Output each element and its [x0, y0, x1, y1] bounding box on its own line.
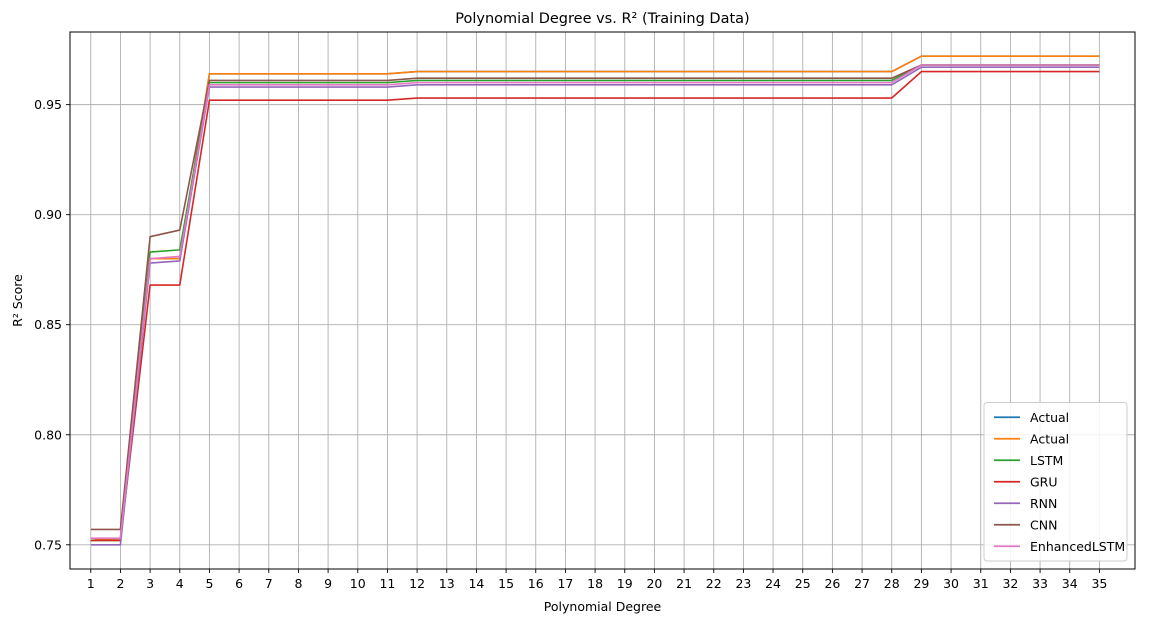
- x-tick-label: 35: [1091, 576, 1107, 591]
- x-tick-label: 4: [176, 576, 184, 591]
- x-tick-label: 1: [87, 576, 95, 591]
- y-tick-label: 0.90: [34, 207, 62, 222]
- axis-ticks: 1 2 3 4 5 6 7 8 9 10 11 12 13 14 15 16 17 18 19 20 21 22 23 24 2…: [34, 97, 1107, 591]
- x-tick-label: 9: [324, 576, 332, 591]
- legend-label: RNN: [1030, 496, 1057, 511]
- x-tick-label: 33: [1032, 576, 1048, 591]
- x-tick-label: 17: [557, 576, 573, 591]
- legend-label: Actual: [1030, 431, 1069, 446]
- x-tick-label: 20: [646, 576, 662, 591]
- x-tick-label: 24: [765, 576, 781, 591]
- y-tick-label: 0.95: [34, 97, 62, 112]
- x-tick-label: 30: [943, 576, 959, 591]
- x-tick-label: 26: [824, 576, 840, 591]
- legend-label: LSTM: [1030, 453, 1063, 468]
- y-tick-label: 0.80: [34, 427, 62, 442]
- x-tick-label: 28: [884, 576, 900, 591]
- x-tick-label: 25: [795, 576, 811, 591]
- x-tick-label: 22: [706, 576, 722, 591]
- legend-label: CNN: [1030, 517, 1057, 532]
- chart-title: Polynomial Degree vs. R² (Training Data): [455, 11, 749, 27]
- y-tick-label: 0.75: [34, 537, 62, 552]
- legend-box: [983, 402, 1128, 562]
- legend: Actual Actual LSTM GRU RNN CNN EnhancedLSTM: [983, 402, 1128, 562]
- x-tick-label: 23: [735, 576, 751, 591]
- x-tick-label: 7: [265, 576, 273, 591]
- x-tick-label: 32: [1002, 576, 1018, 591]
- x-tick-label: 14: [468, 576, 484, 591]
- x-tick-label: 15: [498, 576, 514, 591]
- x-tick-label: 19: [617, 576, 633, 591]
- x-tick-label: 10: [350, 576, 366, 591]
- x-tick-label: 16: [528, 576, 544, 591]
- y-tick-label: 0.85: [34, 317, 62, 332]
- x-tick-label: 6: [235, 576, 243, 591]
- x-tick-label: 11: [379, 576, 395, 591]
- legend-label: Actual: [1030, 410, 1069, 425]
- x-tick-label: 13: [439, 576, 455, 591]
- series-lines: [90, 55, 1100, 546]
- legend-label: GRU: [1030, 474, 1058, 489]
- series-line-7: [90, 64, 1100, 539]
- x-tick-label: 31: [973, 576, 989, 591]
- x-tick-label: 27: [854, 576, 870, 591]
- y-axis-label: R² Score: [10, 274, 25, 327]
- x-tick-label: 3: [146, 576, 154, 591]
- x-tick-label: 12: [409, 576, 425, 591]
- x-tick-label: 8: [294, 576, 302, 591]
- x-tick-label: 18: [587, 576, 603, 591]
- x-tick-label: 34: [1062, 576, 1078, 591]
- x-tick-label: 2: [116, 576, 124, 591]
- x-tick-label: 21: [676, 576, 692, 591]
- series-line-2: [90, 55, 1100, 542]
- plot-area-frame: [69, 31, 1136, 570]
- legend-label: EnhancedLSTM: [1030, 539, 1125, 554]
- series-line-5: [90, 66, 1100, 546]
- series-line-4: [90, 70, 1100, 542]
- x-tick-label: 29: [913, 576, 929, 591]
- x-tick-label: 5: [205, 576, 213, 591]
- x-axis-label: Polynomial Degree: [544, 599, 662, 614]
